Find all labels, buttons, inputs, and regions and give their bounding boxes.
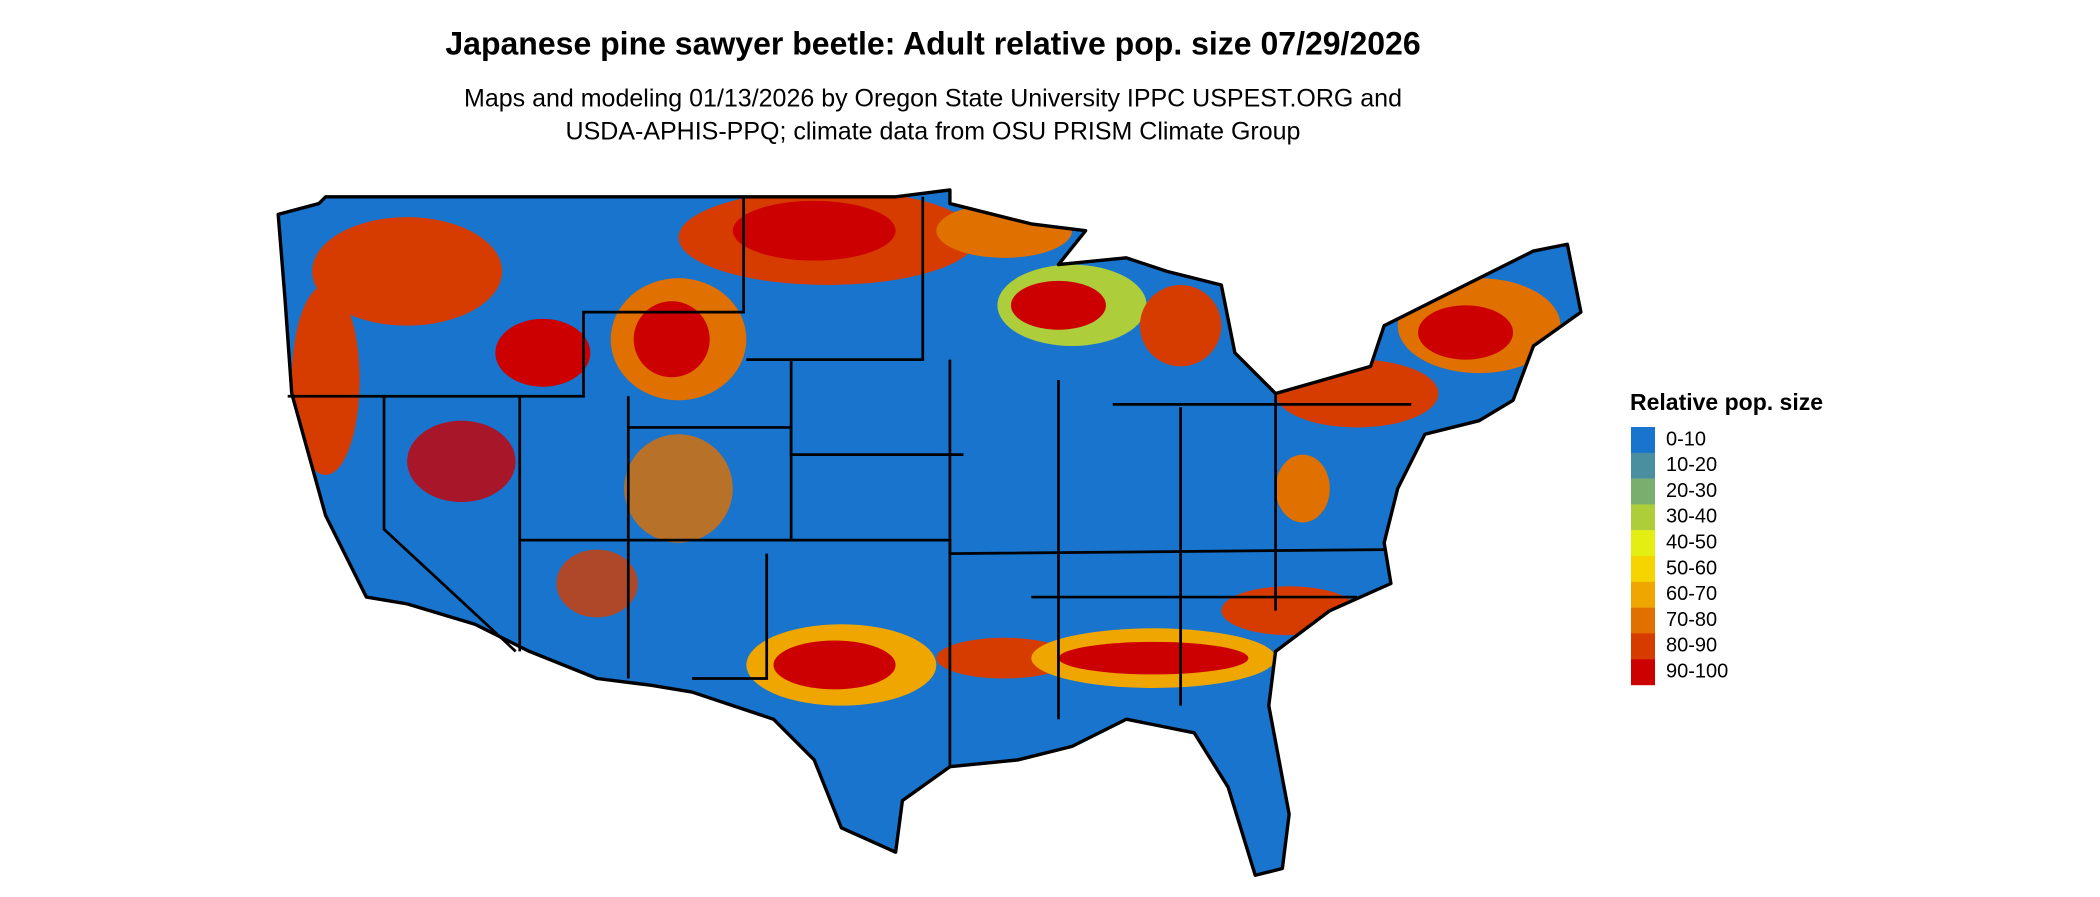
legend-swatch [1631, 556, 1655, 582]
legend-swatch [1631, 659, 1655, 686]
legend-label: 80-90 [1666, 635, 1717, 657]
legend-label: 50-60 [1666, 557, 1717, 579]
legend-label: 60-70 [1666, 583, 1717, 605]
legend-label: 20-30 [1666, 480, 1717, 502]
legend-swatch [1631, 607, 1655, 634]
us-map [276, 188, 1583, 877]
legend-swatch [1631, 581, 1655, 608]
legend-label: 10-20 [1666, 454, 1717, 476]
map-subtitle: USDA-APHIS-PPQ; climate data from OSU PR… [566, 118, 1301, 146]
legend-label: 30-40 [1666, 506, 1717, 528]
legend-label: 90-100 [1666, 660, 1728, 682]
legend-swatch [1631, 478, 1655, 505]
legend-label: 40-50 [1666, 531, 1717, 553]
legend-swatch [1631, 633, 1655, 660]
legend-swatch [1631, 452, 1655, 479]
map-subtitle: Maps and modeling 01/13/2026 by Oregon S… [464, 85, 1402, 113]
legend: 0-10 10-20 20-30 30-40 40-50 50-60 60-70 70-80 8… [1631, 427, 1728, 686]
legend-label: 0-10 [1666, 428, 1706, 450]
legend-swatch [1631, 530, 1655, 557]
legend-swatch [1631, 427, 1655, 453]
legend-label: 70-80 [1666, 609, 1717, 631]
map-title: Japanese pine sawyer beetle: Adult relat… [445, 25, 1420, 61]
legend-swatch [1631, 504, 1655, 531]
legend-title: Relative pop. size [1630, 389, 1823, 415]
